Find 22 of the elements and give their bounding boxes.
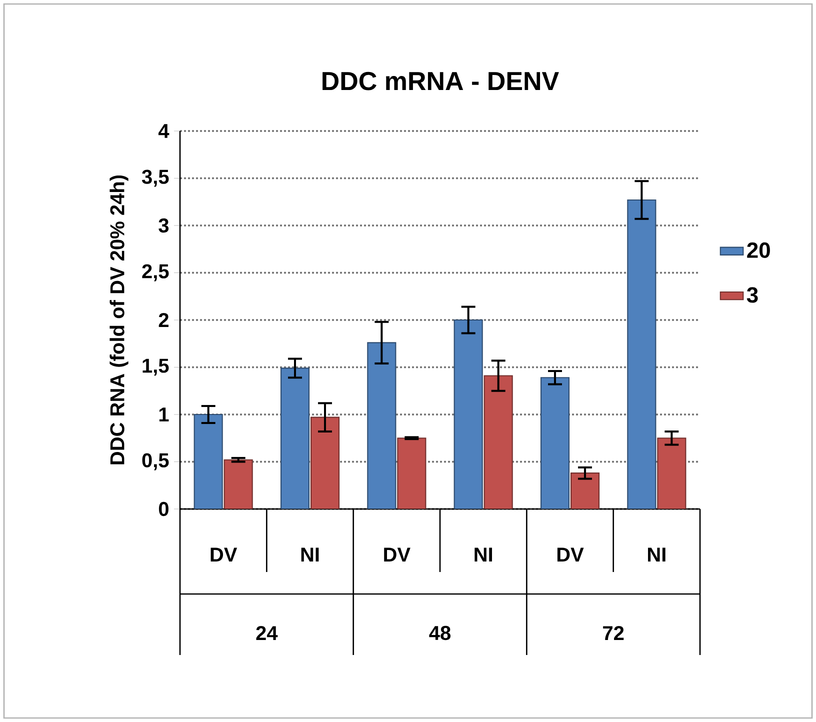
y-tick-label: 0,5 <box>142 453 169 470</box>
x-tick-label: NI <box>301 548 319 562</box>
y-tick-label: 3 <box>158 218 169 233</box>
legend-label: 3 <box>746 287 758 303</box>
text: 24 <box>256 626 278 640</box>
y-axis-title: DDC RNA (fold of DV 20% 24h) <box>110 175 128 464</box>
x-tick-label: DV <box>384 548 410 562</box>
chart-title: DDC mRNA - DENV <box>322 72 559 90</box>
x-tick-label: DV <box>210 548 238 562</box>
y-tick-label: 4 <box>158 124 170 138</box>
y-tick-label: 2 <box>158 313 168 327</box>
x-tick-label: NI <box>648 548 666 562</box>
x-tick-label: DV <box>557 548 584 562</box>
y-tick-label: 0 <box>158 502 168 516</box>
legend-label: 20 <box>747 242 770 258</box>
x-tick-label: NI <box>474 548 492 562</box>
text: 72 <box>603 626 624 640</box>
y-tick-label: 1,5 <box>142 358 169 376</box>
text: 48 <box>429 626 450 640</box>
y-tick-label: 2,5 <box>142 264 169 282</box>
y-tick-label: 3,5 <box>142 170 169 187</box>
y-tick-label: 1 <box>159 408 169 422</box>
